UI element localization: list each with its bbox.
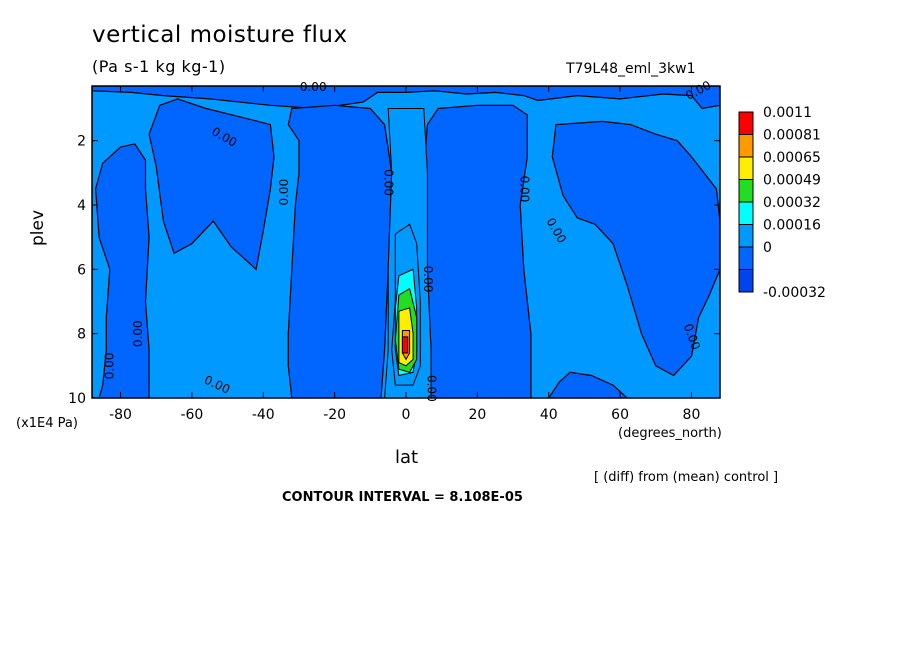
negative-region-top-strip: [92, 86, 720, 110]
x-tick-label-7: 60: [611, 407, 629, 423]
legend-label-5: 0.00016: [763, 218, 821, 234]
x-tick-label-1: -60: [180, 407, 203, 423]
legend-swatch-7: [738, 269, 754, 293]
y-tick-label-2: 6: [77, 262, 86, 278]
contour-field: [92, 86, 720, 398]
legend-label-2: 0.00065: [763, 150, 821, 166]
legend-label-6: 0: [763, 240, 772, 256]
negative-region-south-mid: [148, 98, 275, 271]
x-tick-label-3: -20: [323, 407, 346, 423]
legend-label-4: 0.00032: [763, 195, 821, 211]
legend-swatch-0: [738, 111, 754, 135]
legend-label-7: -0.00032: [763, 285, 826, 301]
x-axis-label: lat: [395, 447, 419, 468]
contour-label-9: 0.00: [102, 352, 116, 379]
x-tick-label-8: 80: [683, 407, 701, 423]
x-axis-unit: (degrees_north): [618, 426, 722, 441]
y-tick-label-1: 4: [77, 198, 86, 214]
negative-region-north-mid: [551, 120, 720, 377]
legend-label-1: 0.00081: [763, 128, 821, 144]
negative-region-far-south: [92, 86, 150, 398]
legend-swatch-4: [738, 201, 754, 225]
core-contour-6: [401, 336, 409, 354]
legend-swatch-3: [738, 179, 754, 203]
legend-label-0: 0.0011: [763, 105, 812, 121]
legend-swatch-2: [738, 156, 754, 180]
y-axis-unit: (x1E4 Pa): [16, 416, 78, 431]
contour-label-3: 0.00: [277, 179, 291, 206]
contour-label-4: 0.00: [382, 169, 396, 196]
chart-title: vertical moisture flux: [92, 22, 348, 48]
x-tick-label-6: 40: [540, 407, 558, 423]
negative-region-north-bottom: [547, 371, 629, 398]
x-tick-label-2: -40: [252, 407, 275, 423]
legend-swatch-1: [738, 134, 754, 158]
legend-label-3: 0.00049: [763, 173, 821, 189]
x-tick-label-5: 20: [468, 407, 486, 423]
legend-swatch-5: [738, 224, 754, 248]
contour-label-5: 0.00: [517, 176, 531, 203]
contour-label-12: 0.00: [424, 375, 438, 402]
negative-region-north-tropics: [423, 104, 532, 398]
y-tick-label-0: 2: [77, 134, 86, 150]
y-tick-label-3: 8: [77, 327, 86, 343]
chart-units: (Pa s-1 kg kg-1): [92, 57, 226, 76]
y-tick-label-4: 10: [68, 391, 86, 407]
contour-interval: CONTOUR INTERVAL = 8.108E-05: [282, 490, 523, 505]
x-tick-label-0: -80: [109, 407, 132, 423]
diff-note: [ (diff) from (mean) control ]: [594, 470, 779, 485]
legend-swatch-6: [738, 246, 754, 270]
contour-label-7: 0.00: [421, 266, 435, 293]
x-tick-label-4: 0: [402, 407, 411, 423]
contour-label-8: 0.00: [131, 320, 145, 347]
negative-region-south-tropics: [287, 104, 393, 398]
run-name: T79L48_eml_3kw1: [566, 61, 696, 77]
contour-label-0: 0.00: [300, 80, 327, 94]
